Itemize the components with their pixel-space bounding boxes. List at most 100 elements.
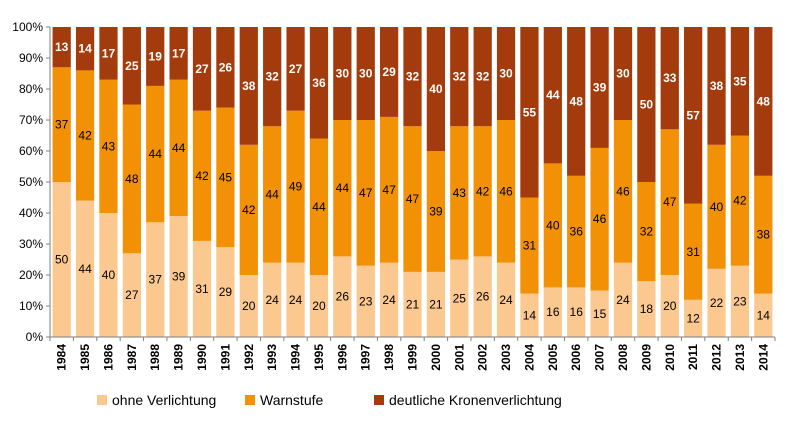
bar-segment-deutliche-kronenverlichtung xyxy=(496,27,516,120)
bar-segment-warnstufe xyxy=(426,151,446,272)
data-label-ohne-verlichtung: 37 xyxy=(149,273,163,287)
bar-segment-ohne-verlichtung xyxy=(730,265,750,337)
data-label-deutliche-kronenverlichtung: 17 xyxy=(172,46,186,60)
bar-segment-deutliche-kronenverlichtung xyxy=(333,27,352,120)
bar-segment-ohne-verlichtung xyxy=(192,240,212,337)
bar-segment-deutliche-kronenverlichtung xyxy=(286,27,305,111)
bar-segment-ohne-verlichtung xyxy=(216,247,235,337)
data-label-deutliche-kronenverlichtung: 17 xyxy=(102,46,116,60)
bar-segment-warnstufe xyxy=(309,138,329,275)
data-label-warnstufe: 44 xyxy=(172,141,186,155)
bar-segment-ohne-verlichtung xyxy=(309,275,329,337)
bar-segment-warnstufe xyxy=(122,104,141,254)
data-label-warnstufe: 39 xyxy=(429,204,443,218)
y-axis: 0% 10% 20% 30% 40% 50% 60% 70% 80% 90% 100% xyxy=(12,20,51,344)
data-label-deutliche-kronenverlichtung: 57 xyxy=(686,108,700,122)
bar-segment-deutliche-kronenverlichtung xyxy=(379,27,399,117)
bar-segment-warnstufe xyxy=(333,120,352,257)
data-label-ohne-verlichtung: 20 xyxy=(312,299,326,313)
bars xyxy=(52,27,773,337)
data-label-ohne-verlichtung: 31 xyxy=(195,282,209,296)
y-tick-label: 60% xyxy=(19,144,43,158)
y-tick-label: 40% xyxy=(19,206,43,220)
x-tick-label: 1994 xyxy=(289,344,303,371)
bar-segment-ohne-verlichtung xyxy=(567,287,586,337)
data-label-deutliche-kronenverlichtung: 30 xyxy=(336,67,350,81)
data-label-ohne-verlichtung: 24 xyxy=(289,293,303,307)
x-tick-label: 2006 xyxy=(569,344,583,371)
data-label-warnstufe: 42 xyxy=(78,129,92,143)
bar-segment-deutliche-kronenverlichtung xyxy=(754,27,773,176)
data-label-deutliche-kronenverlichtung: 38 xyxy=(242,79,256,93)
x-tick-label: 2000 xyxy=(429,344,443,371)
x-tick-label: 1997 xyxy=(359,344,373,371)
data-label-warnstufe: 40 xyxy=(710,200,724,214)
data-label-deutliche-kronenverlichtung: 50 xyxy=(640,98,654,112)
bar-segment-ohne-verlichtung xyxy=(707,268,726,337)
bar-segment-warnstufe xyxy=(192,110,212,241)
data-label-deutliche-kronenverlichtung: 36 xyxy=(312,76,326,90)
bar-segment-warnstufe xyxy=(637,182,656,282)
data-label-deutliche-kronenverlichtung: 26 xyxy=(219,60,233,74)
bar-segment-warnstufe xyxy=(99,79,118,213)
bar-segment-warnstufe xyxy=(239,144,258,275)
data-label-deutliche-kronenverlichtung: 30 xyxy=(359,67,373,81)
data-label-deutliche-kronenverlichtung: 32 xyxy=(453,70,467,84)
data-label-warnstufe: 31 xyxy=(523,239,537,253)
bar-segment-ohne-verlichtung xyxy=(169,216,188,337)
data-label-deutliche-kronenverlichtung: 48 xyxy=(757,94,771,108)
data-label-ohne-verlichtung: 20 xyxy=(663,299,677,313)
bar-segment-warnstufe xyxy=(543,163,562,288)
data-label-ohne-verlichtung: 24 xyxy=(499,293,513,307)
x-tick-label: 2011 xyxy=(686,344,700,370)
bar-segment-ohne-verlichtung xyxy=(263,262,282,337)
bar-segment-warnstufe xyxy=(473,126,492,257)
bar-segment-deutliche-kronenverlichtung xyxy=(660,27,679,130)
bar-segment-deutliche-kronenverlichtung xyxy=(543,27,562,164)
data-label-ohne-verlichtung: 16 xyxy=(570,305,584,319)
x-tick-label: 1993 xyxy=(265,344,279,371)
bar-segment-deutliche-kronenverlichtung xyxy=(216,27,235,108)
bar-segment-warnstufe xyxy=(403,126,422,272)
bar-segment-warnstufe xyxy=(169,79,188,217)
data-label-warnstufe: 42 xyxy=(476,184,490,198)
bar-segment-ohne-verlichtung xyxy=(75,200,95,337)
data-label-ohne-verlichtung: 22 xyxy=(710,296,724,310)
bar-segment-ohne-verlichtung xyxy=(426,271,446,337)
y-tick-label: 90% xyxy=(19,51,43,65)
data-label-ohne-verlichtung: 14 xyxy=(523,308,537,322)
bar-segment-warnstufe xyxy=(567,175,586,288)
bar-segment-deutliche-kronenverlichtung xyxy=(239,27,258,145)
y-tick-label: 70% xyxy=(19,113,43,127)
x-axis: 1984 1985 1986 1987 1988 1989 1990 1991 1992 1993… xyxy=(49,336,776,371)
bar-segment-ohne-verlichtung xyxy=(333,256,352,337)
bar-segment-deutliche-kronenverlichtung xyxy=(356,27,375,120)
data-label-deutliche-kronenverlichtung: 39 xyxy=(593,80,607,94)
x-tick-label: 2013 xyxy=(733,344,747,371)
data-label-deutliche-kronenverlichtung: 25 xyxy=(125,59,139,73)
data-label-warnstufe: 46 xyxy=(593,212,607,226)
data-label-deutliche-kronenverlichtung: 29 xyxy=(382,65,396,79)
data-label-warnstufe: 38 xyxy=(757,228,771,242)
x-tick-label: 2010 xyxy=(663,344,677,371)
data-label-deutliche-kronenverlichtung: 13 xyxy=(55,40,69,54)
data-label-warnstufe: 47 xyxy=(663,195,677,209)
bar-segment-deutliche-kronenverlichtung xyxy=(426,27,446,151)
x-tick-label: 1990 xyxy=(195,344,209,371)
data-label-ohne-verlichtung: 26 xyxy=(336,290,350,304)
x-tick-label: 2004 xyxy=(522,344,536,371)
legend-item-deutliche-kronenverlichtung: deutliche Kronenverlichtung xyxy=(374,392,562,408)
y-tick-label: 20% xyxy=(19,268,43,282)
x-tick-label: 1996 xyxy=(335,344,349,371)
data-label-warnstufe: 47 xyxy=(382,183,396,197)
bar-segment-ohne-verlichtung xyxy=(286,262,305,337)
legend-swatch-warnstufe xyxy=(245,395,255,405)
data-label-ohne-verlichtung: 12 xyxy=(686,311,700,325)
data-label-warnstufe: 44 xyxy=(149,147,163,161)
data-label-ohne-verlichtung: 16 xyxy=(546,305,560,319)
bar-segment-ohne-verlichtung xyxy=(520,293,539,337)
data-label-ohne-verlichtung: 23 xyxy=(359,294,373,308)
data-label-warnstufe: 48 xyxy=(125,172,139,186)
bar-segment-deutliche-kronenverlichtung xyxy=(309,27,329,139)
bar-segment-ohne-verlichtung xyxy=(379,262,399,337)
